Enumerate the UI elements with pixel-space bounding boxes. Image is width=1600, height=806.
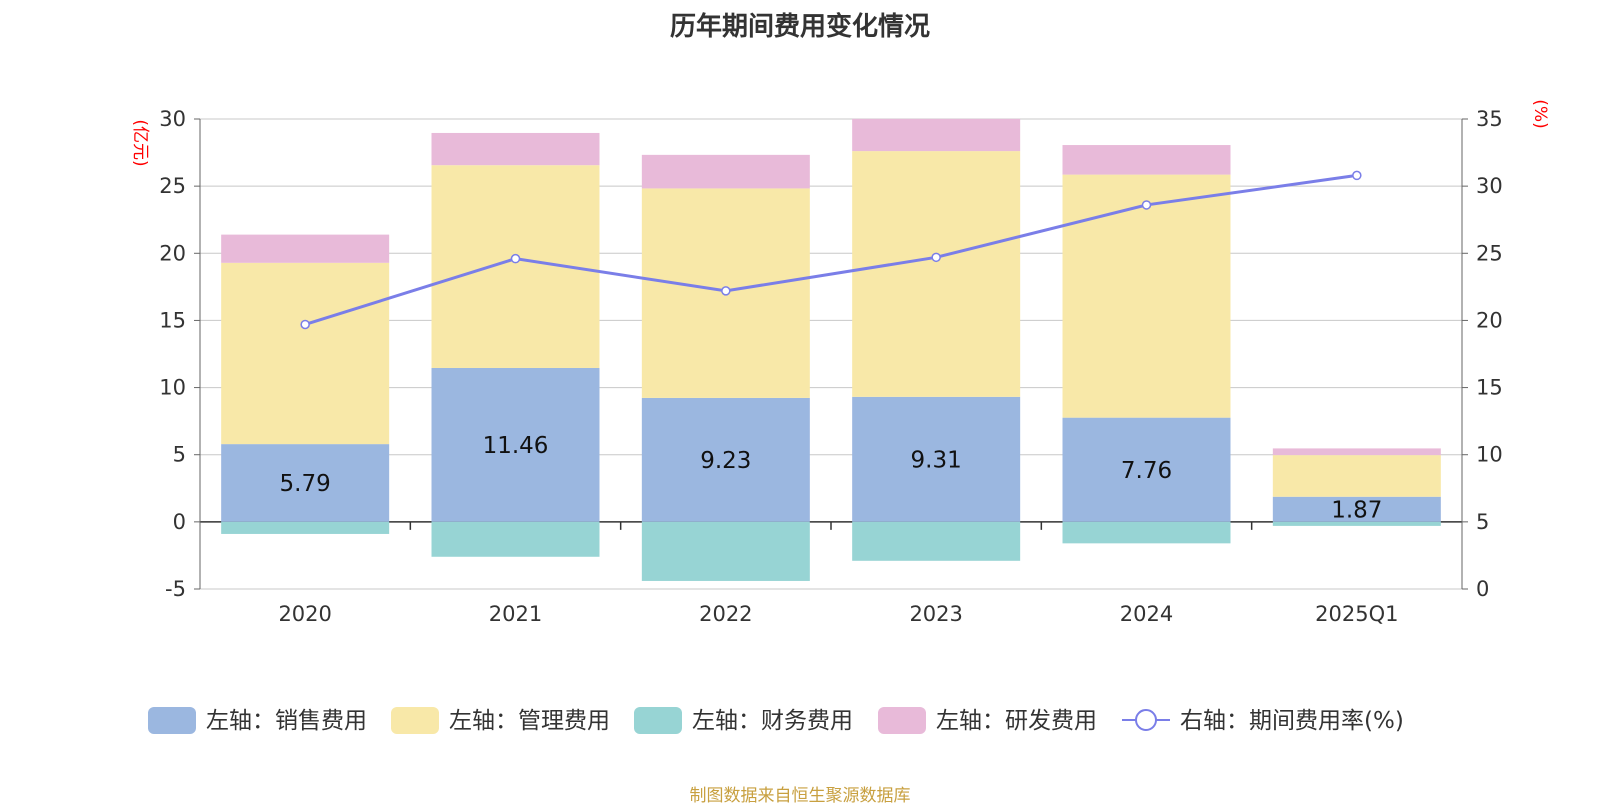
right-tick-label: 0 [1476,577,1489,601]
bar-data-label: 11.46 [483,433,549,459]
bar-segment [1062,145,1231,175]
left-tick-label: 10 [159,376,186,400]
left-tick-label: 20 [159,241,186,265]
left-tick-label: 0 [173,510,186,534]
bar-segment [852,151,1021,397]
bar-segment [221,234,390,263]
legend-label: 左轴：销售费用 [206,708,367,734]
rate-point [510,253,521,264]
legend-swatch [391,707,439,734]
category-label: 2024 [1120,602,1173,626]
bar-segment [1272,448,1441,456]
rate-point [300,319,310,330]
right-axis-unit: (%) [1530,99,1550,128]
bar-segment [1272,455,1441,497]
bar-segment [641,521,810,581]
source-note: 制图数据来自恒生聚源数据库 [689,786,911,806]
category-label: 2022 [699,602,752,626]
legend-swatch [148,707,196,734]
category-label: 2021 [489,602,542,626]
legend-label: 左轴：财务费用 [692,708,853,734]
bar-segment [1062,174,1231,418]
rate-point [1352,170,1362,181]
left-tick-label: 5 [173,443,186,467]
right-tick-label: 35 [1476,107,1503,131]
bar-segment [431,132,600,166]
rate-point [721,286,731,296]
legend-label: 右轴：期间费用率(%) [1180,708,1404,734]
bar-segment [431,521,600,557]
left-tick-label: 25 [159,174,186,198]
right-tick-label: 25 [1476,241,1503,265]
bar-segment [852,521,1021,561]
legend-swatch [634,707,682,734]
left-tick-label: -5 [165,577,186,601]
bar-segment [1272,496,1441,522]
bar-data-label: 1.87 [1331,497,1382,523]
bar-data-label: 5.79 [280,471,331,497]
legend-label: 左轴：研发费用 [936,708,1097,734]
left-axis-unit: (亿元) [130,119,150,166]
bar-segment [641,154,810,189]
bar-data-label: 7.76 [1121,458,1172,484]
bar-data-label: 9.31 [911,447,962,473]
right-tick-label: 5 [1476,510,1489,534]
bar-segment [852,118,1021,152]
category-label: 2025Q1 [1315,602,1398,626]
bar-segment [641,397,810,522]
rate-point [931,252,941,263]
bar-segment [852,396,1021,522]
chart-title: 历年期间费用变化情况 [669,12,930,42]
bar-segment [1272,521,1441,526]
category-label: 2020 [278,602,331,626]
legend-line-marker [1135,709,1157,731]
legend-swatch [878,707,926,734]
left-tick-label: 15 [159,308,186,332]
bar-data-label: 9.23 [700,448,751,474]
right-tick-label: 20 [1476,308,1503,332]
bar-segment [1062,521,1231,544]
rate-line [304,173,1358,326]
category-label: 2023 [909,602,962,626]
left-tick-label: 30 [159,107,186,131]
rate-point [1141,200,1152,210]
right-tick-label: 10 [1476,443,1503,467]
legend-label: 左轴：管理费用 [449,708,610,734]
bar-segment [1062,417,1231,522]
bar-segment [431,367,600,522]
bar-segment [221,262,390,445]
bar-segment [221,444,390,522]
right-tick-label: 30 [1476,174,1503,198]
right-tick-label: 15 [1476,376,1503,400]
bar-segment [221,521,390,534]
